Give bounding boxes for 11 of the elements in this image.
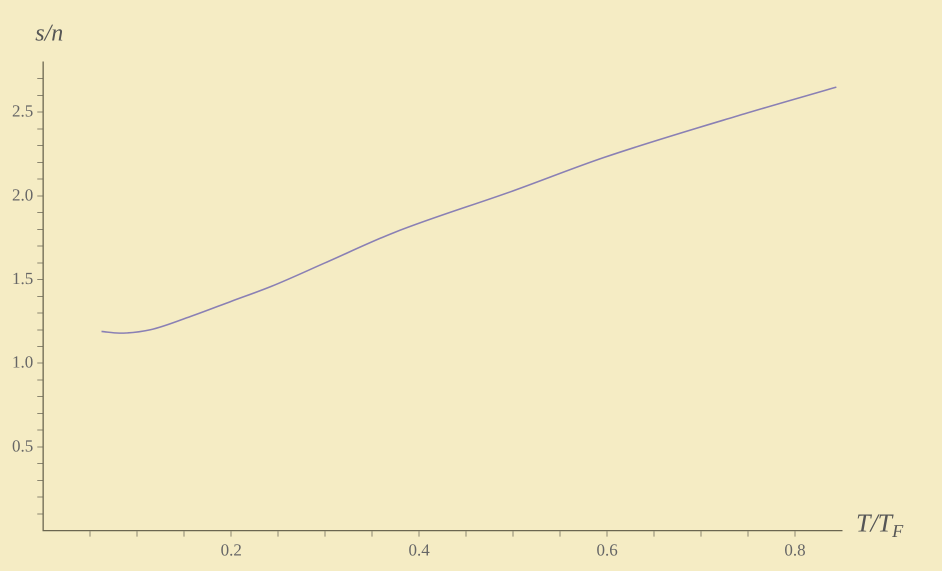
y-tick-label: 0.5: [12, 436, 34, 456]
y-tick-label: 2.0: [12, 185, 34, 204]
x-tick-label: 0.4: [408, 540, 430, 560]
y-axis-title: s/n: [35, 20, 64, 46]
x-tick-label: 0.6: [596, 540, 618, 560]
y-tick-label: 2.5: [12, 102, 34, 121]
line-series: [100, 86, 838, 334]
x-tick-label: 0.8: [784, 540, 806, 560]
x-tick-label: 0.2: [220, 540, 242, 560]
y-tick-label: 1.0: [12, 352, 34, 372]
y-tick-label: 1.5: [12, 269, 34, 288]
